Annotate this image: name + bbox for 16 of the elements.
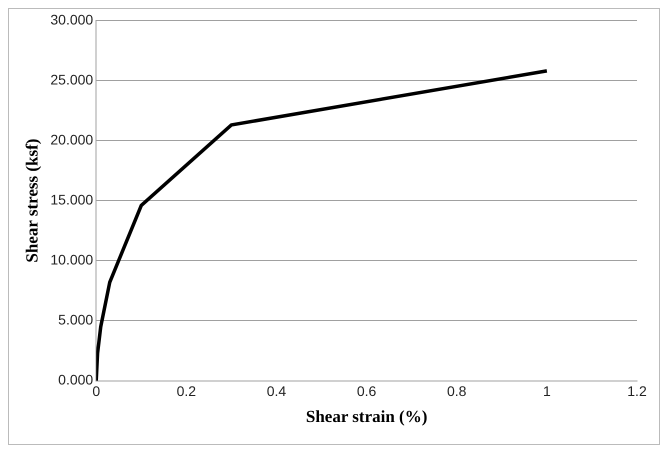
x-tick-label: 0.6: [356, 383, 377, 400]
y-tick-label: 25.000: [50, 71, 94, 88]
x-tick-label: 0: [92, 383, 100, 400]
x-tick-label: 1: [542, 383, 551, 400]
y-tick-label: 20.000: [50, 131, 94, 148]
x-tick-label: 1.2: [627, 383, 647, 400]
y-axis-title: Shear stress (ksf): [22, 138, 42, 263]
x-tick-label: 0.2: [176, 383, 196, 400]
y-tick-label: 30.000: [50, 11, 94, 28]
y-tick-label: 10.000: [50, 252, 94, 268]
y-tick-label: 5.000: [58, 312, 94, 328]
x-tick-label: 0.4: [266, 383, 286, 400]
x-axis-title: Shear strain (%): [306, 407, 428, 426]
x-tick-label: 0.8: [447, 383, 467, 400]
y-tick-label: 0.000: [58, 372, 94, 388]
y-tick-label: 15.000: [50, 191, 94, 208]
